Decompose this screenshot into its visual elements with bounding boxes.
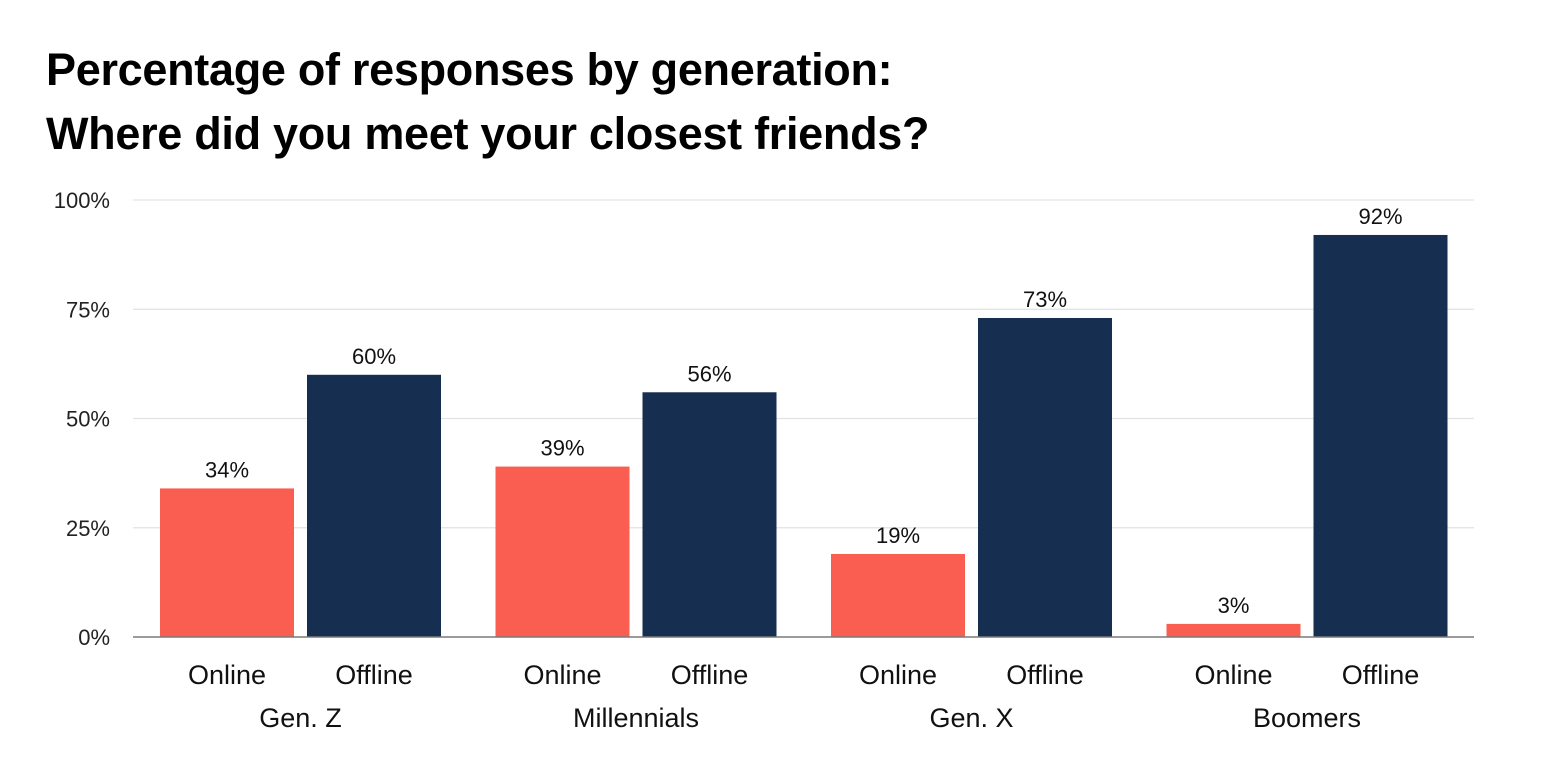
data-label: 19% bbox=[876, 523, 920, 548]
bar-online-2 bbox=[495, 466, 630, 637]
group-label: Boomers bbox=[1253, 703, 1361, 733]
data-label: 3% bbox=[1218, 593, 1250, 618]
bar-offline-2 bbox=[642, 392, 777, 637]
bar-offline-3 bbox=[978, 317, 1112, 637]
chart-title: Percentage of responses by generation: W… bbox=[46, 38, 930, 166]
sub-category-label: Offline bbox=[1006, 660, 1084, 690]
sub-category-label: Online bbox=[859, 660, 937, 690]
group-label: Millennials bbox=[573, 703, 699, 733]
y-tick-label: 75% bbox=[66, 297, 110, 322]
y-tick-label: 50% bbox=[66, 407, 110, 432]
sub-category-label: Online bbox=[188, 660, 266, 690]
bars bbox=[160, 234, 1448, 637]
sub-category-label: Online bbox=[523, 660, 601, 690]
bar-online-4 bbox=[1166, 623, 1301, 637]
y-axis-ticks: 0% 25% 50% 75% 100% bbox=[54, 188, 110, 650]
value-labels: 34% 60% 39% 56% 19% 73% 3% 92% bbox=[205, 204, 1403, 618]
group-label: Gen. Z bbox=[259, 703, 342, 733]
data-label: 34% bbox=[205, 457, 249, 482]
data-label: 60% bbox=[352, 344, 396, 369]
y-tick-label: 100% bbox=[54, 188, 110, 213]
category-labels: Online Offline Gen. Z Online Offline Millenni… bbox=[188, 660, 1419, 733]
y-tick-label: 25% bbox=[66, 516, 110, 541]
data-label: 56% bbox=[687, 361, 731, 386]
data-label: 92% bbox=[1358, 204, 1402, 229]
sub-category-label: Offline bbox=[335, 660, 413, 690]
y-tick-label: 0% bbox=[78, 625, 110, 650]
sub-category-label: Offline bbox=[1342, 660, 1420, 690]
bar-offline-4 bbox=[1313, 234, 1448, 637]
chart-subtitle-line: Where did you meet your closest friends? bbox=[46, 108, 930, 159]
bar-online-3 bbox=[831, 553, 965, 637]
data-label: 39% bbox=[540, 436, 584, 461]
chart-title-line: Percentage of responses by generation: bbox=[46, 44, 893, 95]
data-label: 73% bbox=[1023, 287, 1067, 312]
bar-offline-1 bbox=[307, 374, 441, 637]
sub-category-label: Online bbox=[1194, 660, 1272, 690]
bar-online-1 bbox=[160, 488, 294, 637]
group-label: Gen. X bbox=[929, 703, 1013, 733]
sub-category-label: Offline bbox=[671, 660, 749, 690]
